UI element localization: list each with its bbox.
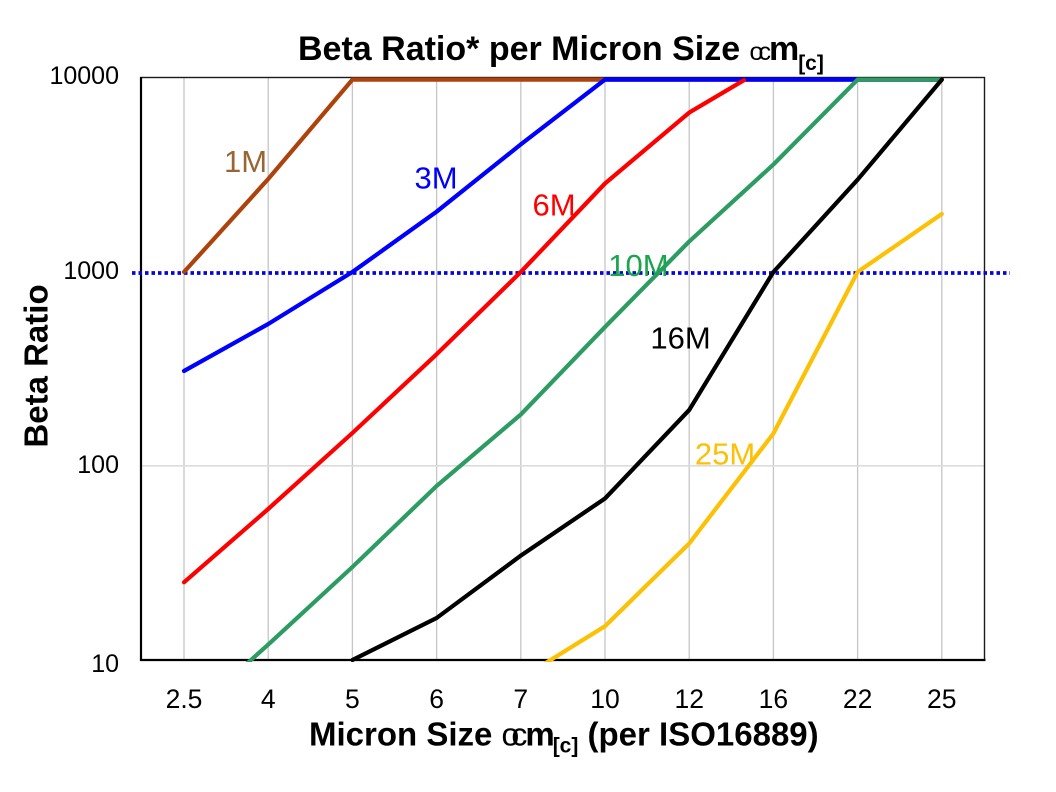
svg-text:16M: 16M	[650, 321, 710, 356]
svg-text:3M: 3M	[414, 161, 457, 196]
svg-text:10000: 10000	[49, 62, 119, 90]
svg-text:2.5: 2.5	[166, 684, 203, 714]
svg-text:12: 12	[674, 684, 703, 714]
svg-text:Beta Ratio* per Micron Size oc: Beta Ratio* per Micron Size ocm[c]	[298, 30, 824, 75]
svg-text:6M: 6M	[532, 188, 575, 223]
svg-text:Beta Ratio: Beta Ratio	[18, 284, 55, 447]
svg-text:4: 4	[261, 684, 276, 714]
svg-text:25M: 25M	[695, 437, 755, 472]
svg-text:16: 16	[759, 684, 788, 714]
svg-text:5: 5	[345, 684, 360, 714]
svg-text:100: 100	[77, 451, 119, 479]
svg-text:6: 6	[429, 684, 444, 714]
svg-text:10M: 10M	[608, 248, 668, 283]
svg-text:1M: 1M	[224, 144, 267, 179]
svg-text:7: 7	[513, 684, 528, 714]
svg-text:1000: 1000	[63, 257, 119, 285]
svg-text:10: 10	[590, 684, 619, 714]
svg-text:Micron Size ocm[c] (per ISO168: Micron Size oc m[c] (per ISO16889)	[309, 716, 819, 758]
svg-text:25: 25	[927, 684, 956, 714]
svg-text:22: 22	[843, 684, 872, 714]
svg-text:10: 10	[91, 650, 119, 678]
